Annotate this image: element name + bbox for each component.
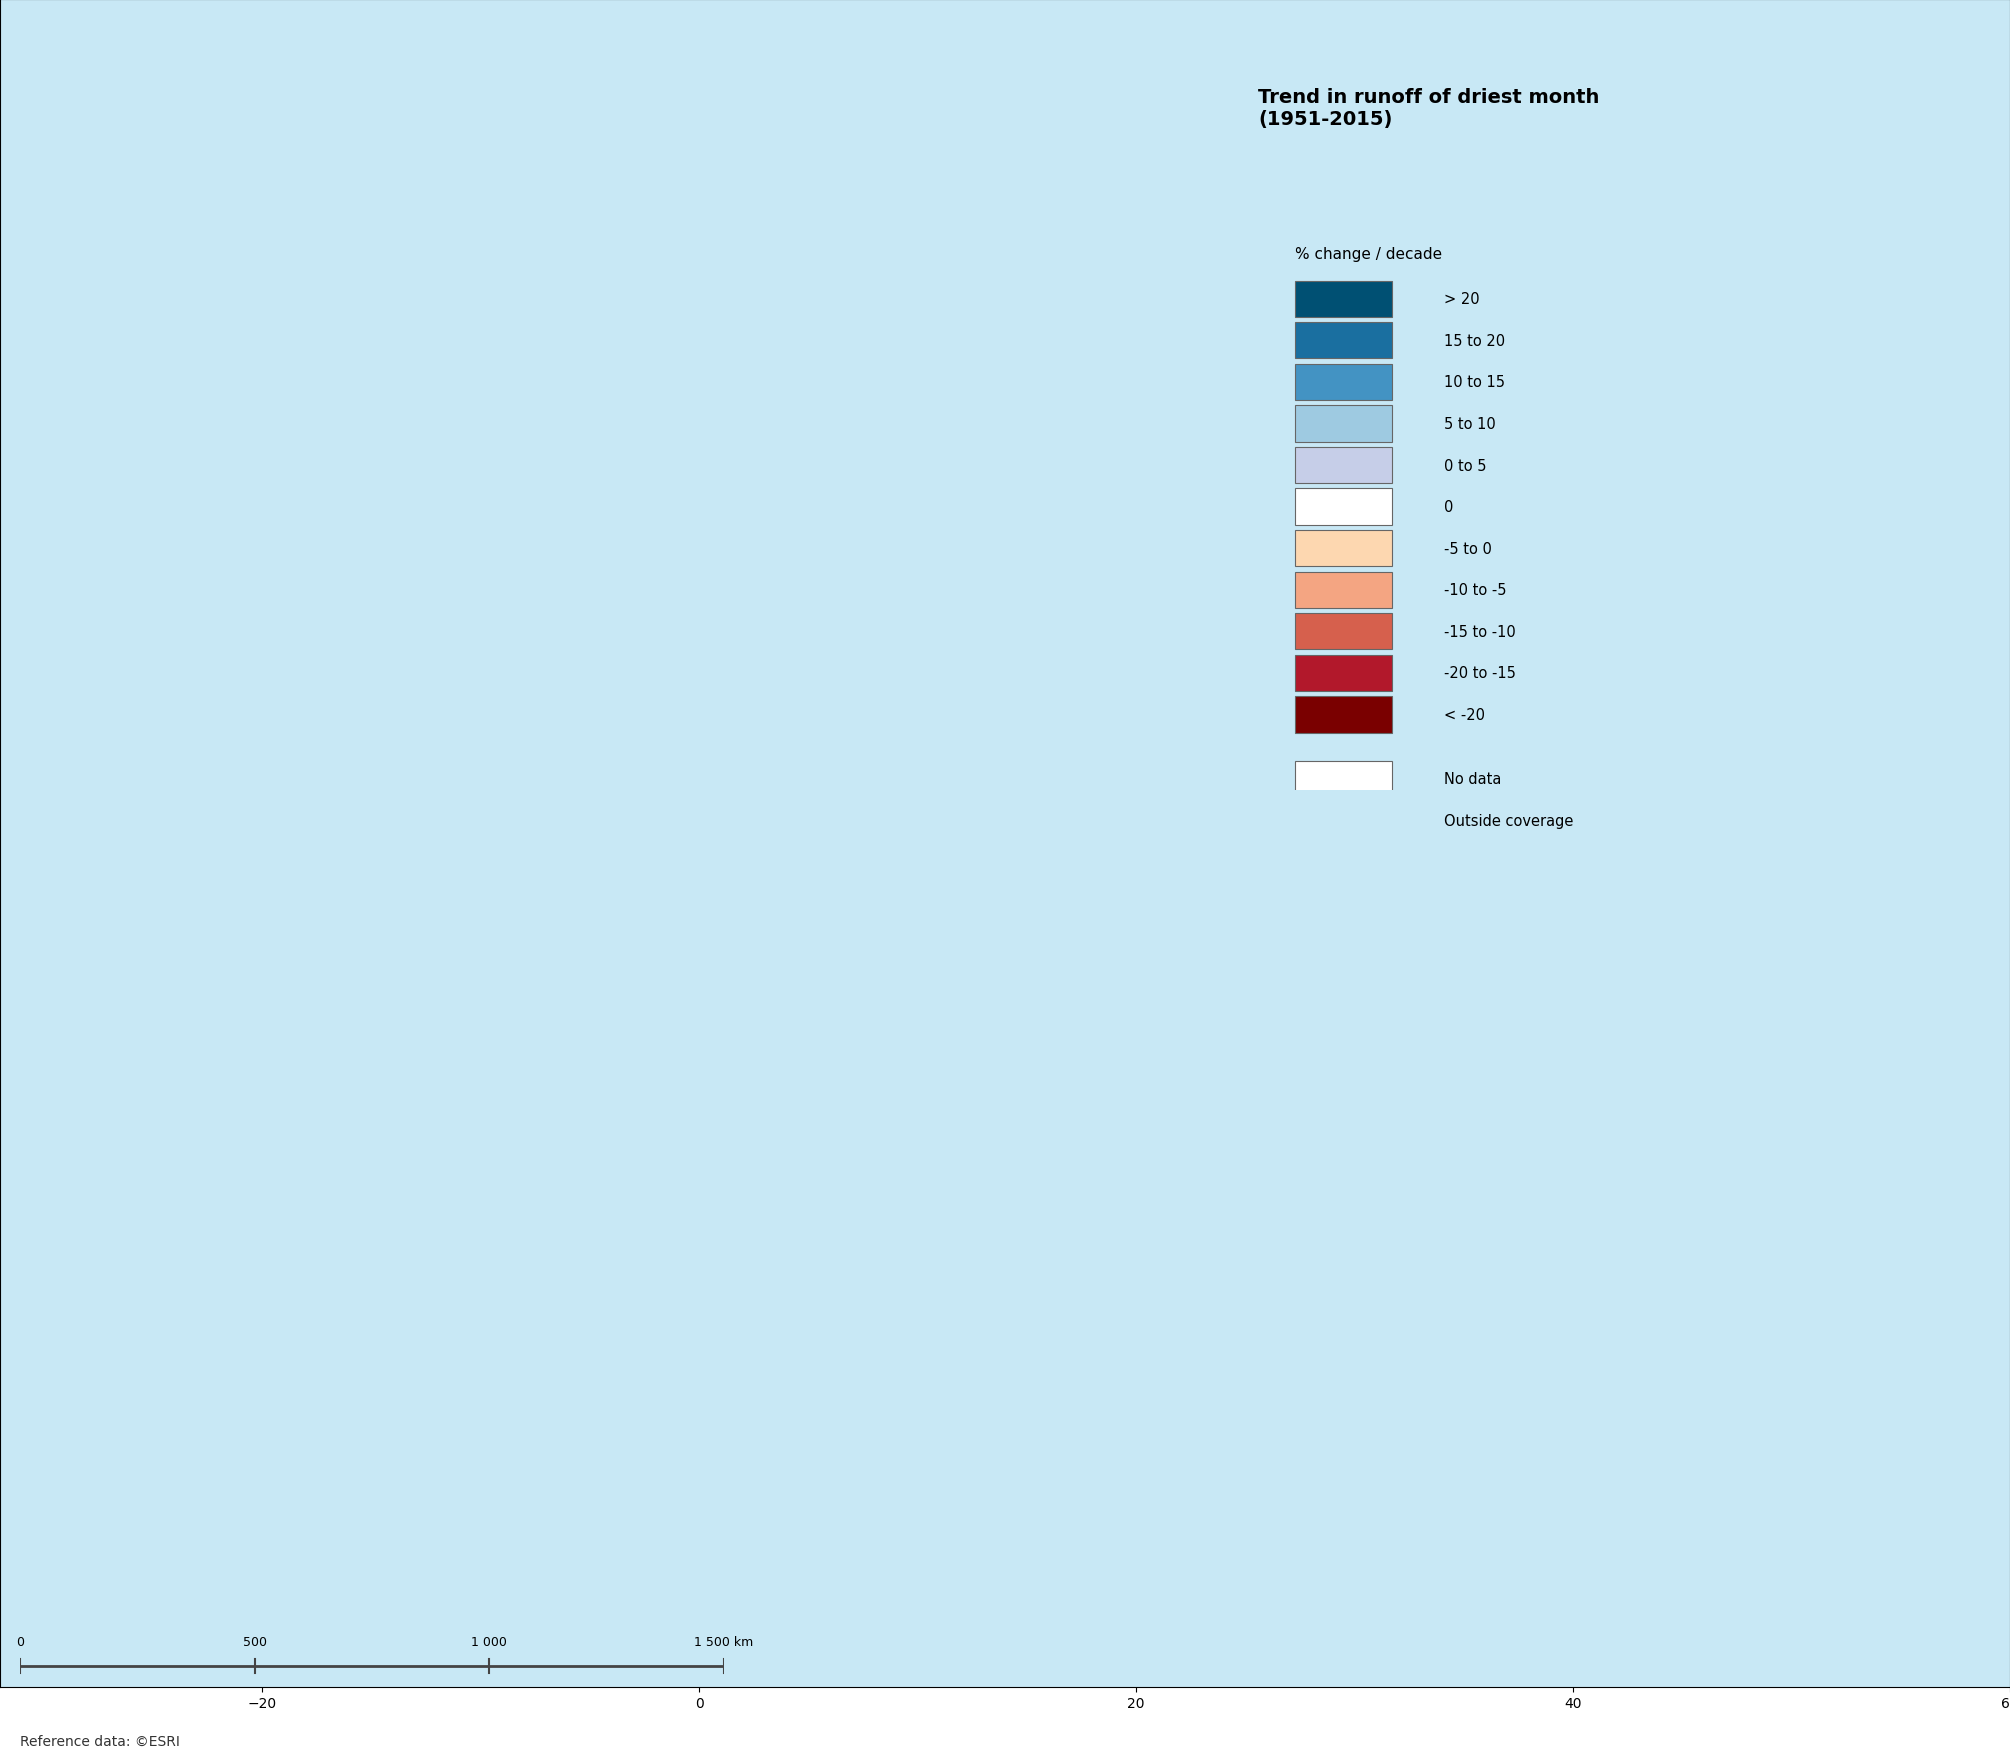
Text: 0 to 5: 0 to 5 — [1443, 459, 1487, 473]
Text: 5 to 10: 5 to 10 — [1443, 416, 1495, 432]
Text: 1 000: 1 000 — [470, 1636, 507, 1648]
FancyBboxPatch shape — [1294, 655, 1391, 692]
FancyBboxPatch shape — [1294, 698, 1391, 733]
FancyBboxPatch shape — [1294, 573, 1391, 608]
Text: -10 to -5: -10 to -5 — [1443, 583, 1505, 597]
FancyBboxPatch shape — [1294, 488, 1391, 525]
FancyBboxPatch shape — [1294, 323, 1391, 358]
Text: -20 to -15: -20 to -15 — [1443, 666, 1516, 682]
Text: < -20: < -20 — [1443, 708, 1485, 722]
Text: -5 to 0: -5 to 0 — [1443, 541, 1491, 557]
Text: Reference data: ©ESRI: Reference data: ©ESRI — [20, 1734, 181, 1748]
FancyBboxPatch shape — [1294, 531, 1391, 568]
Text: 15 to 20: 15 to 20 — [1443, 334, 1505, 348]
Text: No data: No data — [1443, 771, 1501, 787]
Text: 0: 0 — [1443, 499, 1453, 515]
Text: Outside coverage: Outside coverage — [1443, 813, 1574, 828]
FancyBboxPatch shape — [1294, 448, 1391, 483]
FancyBboxPatch shape — [1294, 364, 1391, 401]
FancyBboxPatch shape — [1294, 803, 1391, 840]
Text: % change / decade: % change / decade — [1294, 246, 1443, 262]
Text: Trend in runoff of driest month
(1951-2015): Trend in runoff of driest month (1951-20… — [1258, 88, 1600, 128]
Text: 500: 500 — [243, 1636, 267, 1648]
Text: 10 to 15: 10 to 15 — [1443, 376, 1505, 390]
FancyBboxPatch shape — [1294, 761, 1391, 798]
FancyBboxPatch shape — [1294, 406, 1391, 443]
Text: 1 500 km: 1 500 km — [693, 1636, 754, 1648]
FancyBboxPatch shape — [1294, 281, 1391, 318]
FancyBboxPatch shape — [1294, 613, 1391, 650]
Text: 0: 0 — [16, 1636, 24, 1648]
Text: -15 to -10: -15 to -10 — [1443, 624, 1516, 640]
Text: > 20: > 20 — [1443, 292, 1479, 307]
